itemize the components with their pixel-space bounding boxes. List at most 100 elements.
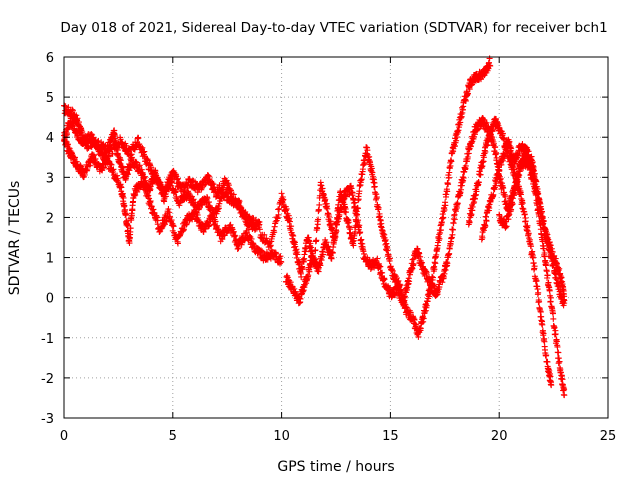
data-point: [287, 279, 294, 286]
data-point: [537, 307, 544, 314]
data-point: [73, 112, 80, 119]
data-point: [172, 186, 179, 193]
data-point: [548, 382, 555, 389]
data-point: [315, 216, 322, 223]
data-point: [84, 145, 91, 152]
data-point: [305, 272, 312, 279]
data-point: [528, 243, 535, 250]
data-point: [493, 115, 500, 122]
data-point: [454, 200, 461, 207]
data-point: [470, 200, 477, 207]
data-point: [312, 247, 319, 254]
data-point: [227, 221, 234, 228]
data-point: [502, 193, 509, 200]
series-satellite-track-C: [61, 115, 285, 267]
data-point: [406, 278, 413, 285]
data-point: [108, 161, 115, 168]
data-point: [129, 207, 136, 214]
data-point: [395, 277, 402, 284]
data-point: [498, 161, 505, 168]
data-point: [490, 140, 497, 147]
data-point: [508, 145, 515, 152]
data-point: [471, 199, 478, 206]
data-point: [448, 158, 455, 165]
data-point: [475, 179, 482, 186]
data-point: [214, 222, 221, 229]
data-point: [460, 177, 467, 184]
data-point: [376, 213, 383, 220]
data-point: [444, 260, 451, 267]
data-point: [86, 162, 93, 169]
data-point: [511, 192, 518, 199]
data-point: [180, 226, 187, 233]
x-tick-label: 25: [600, 429, 617, 444]
data-point: [469, 203, 476, 210]
data-point: [534, 185, 541, 192]
data-point: [440, 214, 447, 221]
data-point: [69, 106, 76, 113]
data-point: [521, 211, 528, 218]
data-point: [131, 192, 138, 199]
data-point: [373, 194, 380, 201]
data-point: [103, 154, 110, 161]
data-point: [489, 126, 496, 133]
data-point: [490, 191, 497, 198]
data-point: [415, 333, 422, 340]
data-point: [274, 215, 281, 222]
data-point: [371, 183, 378, 190]
data-point: [319, 185, 326, 192]
data-point: [482, 223, 489, 230]
data-point: [503, 140, 510, 147]
data-point: [206, 199, 213, 206]
data-point: [538, 206, 545, 213]
data-point: [499, 157, 506, 164]
data-point: [482, 148, 489, 155]
data-point: [436, 284, 443, 291]
data-point: [509, 195, 516, 202]
data-point: [278, 190, 285, 197]
data-point: [296, 260, 303, 267]
data-point: [540, 218, 547, 225]
data-point: [471, 133, 478, 140]
data-point: [519, 205, 526, 212]
data-point: [71, 154, 78, 161]
plot-frame: [63, 56, 609, 419]
data-points: [61, 55, 568, 399]
data-point: [516, 148, 523, 155]
data-point: [64, 141, 71, 148]
data-point: [110, 166, 117, 173]
data-point: [120, 194, 127, 201]
data-point: [382, 236, 389, 243]
data-point: [386, 255, 393, 262]
data-point: [368, 165, 375, 172]
data-point: [424, 298, 431, 305]
data-point: [458, 182, 465, 189]
data-point: [561, 392, 568, 399]
data-point: [355, 196, 362, 203]
data-point: [552, 331, 559, 338]
data-point: [423, 269, 430, 276]
data-point: [243, 229, 250, 236]
data-point: [540, 245, 547, 252]
data-point: [417, 253, 424, 260]
data-point: [445, 174, 452, 181]
data-point: [457, 189, 464, 196]
data-point: [363, 150, 370, 157]
data-point: [284, 274, 291, 281]
data-point: [352, 203, 359, 210]
data-point: [185, 189, 192, 196]
data-point: [520, 156, 527, 163]
data-point: [136, 162, 143, 169]
data-point: [77, 162, 84, 169]
data-point: [442, 267, 449, 274]
data-point: [167, 213, 174, 220]
data-point: [298, 273, 305, 280]
data-point: [225, 182, 232, 189]
data-point: [379, 228, 386, 235]
data-point: [448, 234, 455, 241]
data-point: [522, 218, 529, 225]
data-point: [307, 240, 314, 247]
data-point: [139, 144, 146, 151]
data-point: [524, 222, 531, 229]
data-point: [127, 152, 134, 159]
